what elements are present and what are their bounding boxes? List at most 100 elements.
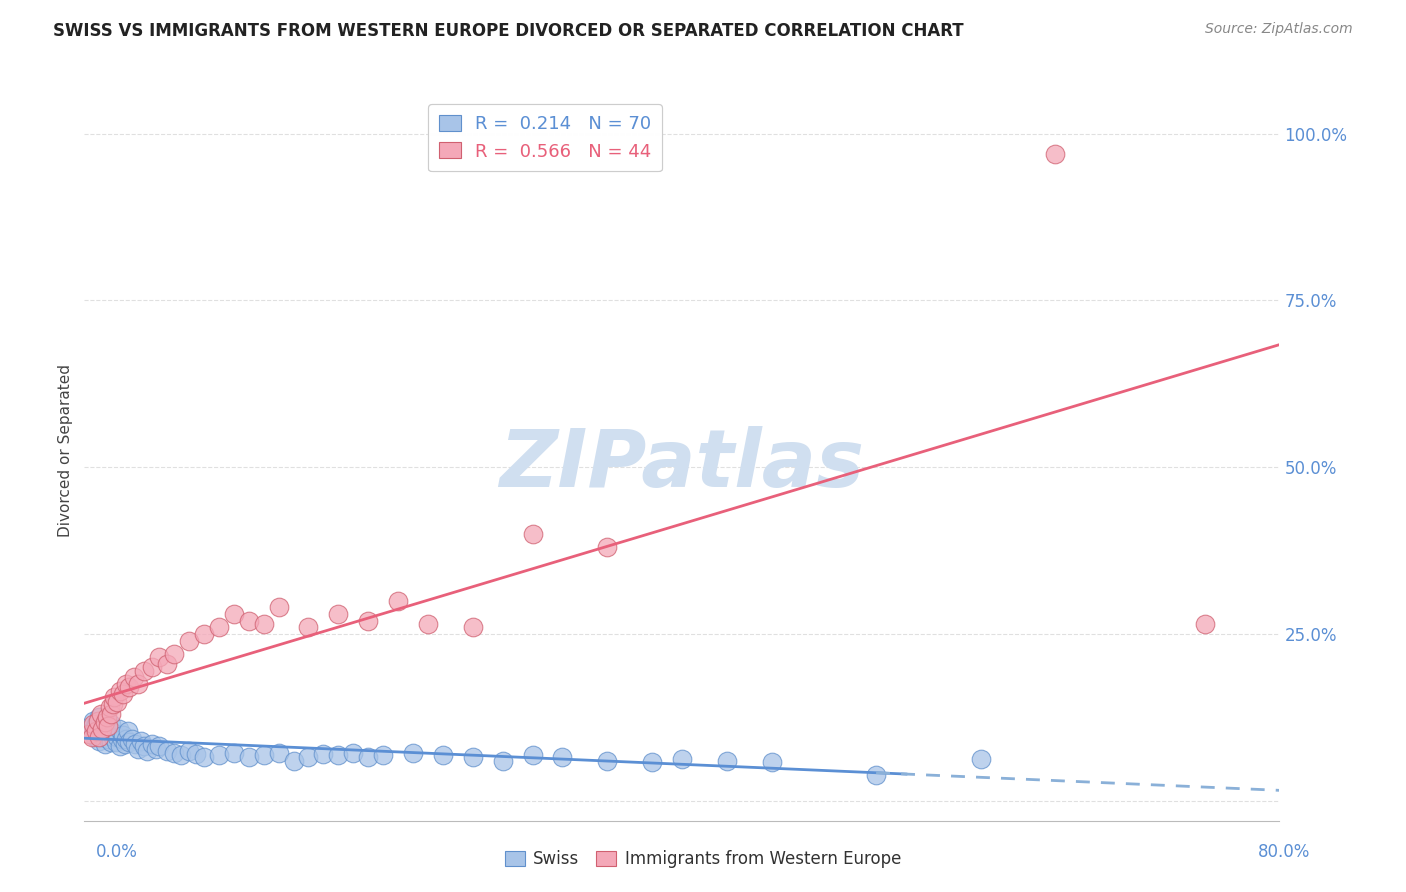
Point bbox=[222, 607, 245, 621]
Point bbox=[94, 737, 117, 751]
Point bbox=[297, 750, 319, 764]
Point bbox=[89, 710, 111, 724]
Point bbox=[136, 743, 159, 757]
Point bbox=[328, 607, 350, 621]
Point bbox=[110, 739, 132, 753]
Text: ZIPatlas: ZIPatlas bbox=[499, 426, 865, 504]
Point bbox=[127, 741, 149, 756]
Point bbox=[96, 714, 118, 729]
Point bbox=[177, 633, 200, 648]
Point bbox=[101, 697, 124, 711]
Point bbox=[1194, 616, 1216, 631]
Point bbox=[141, 660, 163, 674]
Point bbox=[163, 647, 186, 661]
Point bbox=[208, 748, 231, 763]
Y-axis label: Divorced or Separated: Divorced or Separated bbox=[58, 364, 73, 537]
Point bbox=[121, 732, 143, 747]
Point bbox=[129, 733, 152, 747]
Point bbox=[86, 723, 108, 738]
Point bbox=[89, 733, 111, 747]
Point bbox=[193, 750, 215, 764]
Point bbox=[402, 746, 425, 760]
Text: 80.0%: 80.0% bbox=[1258, 843, 1310, 861]
Point bbox=[177, 743, 200, 757]
Point bbox=[98, 700, 121, 714]
Point bbox=[80, 723, 103, 738]
Point bbox=[141, 737, 163, 751]
Point bbox=[461, 750, 484, 764]
Point bbox=[90, 722, 112, 736]
Point bbox=[148, 650, 170, 665]
Point bbox=[238, 614, 260, 628]
Point bbox=[96, 710, 118, 724]
Point bbox=[80, 731, 103, 745]
Point bbox=[77, 720, 100, 734]
Point bbox=[132, 664, 156, 678]
Point bbox=[112, 687, 135, 701]
Point bbox=[1045, 146, 1067, 161]
Point bbox=[132, 739, 156, 753]
Point bbox=[253, 616, 276, 631]
Point bbox=[100, 706, 122, 721]
Point bbox=[89, 731, 111, 745]
Point bbox=[98, 723, 121, 738]
Point bbox=[117, 723, 139, 738]
Point bbox=[87, 714, 110, 728]
Point bbox=[112, 728, 135, 742]
Point bbox=[145, 741, 167, 756]
Point bbox=[91, 722, 114, 736]
Point bbox=[90, 706, 112, 721]
Point bbox=[114, 737, 136, 751]
Legend: Swiss, Immigrants from Western Europe: Swiss, Immigrants from Western Europe bbox=[498, 844, 908, 875]
Point bbox=[115, 677, 138, 691]
Point bbox=[111, 732, 134, 747]
Text: Source: ZipAtlas.com: Source: ZipAtlas.com bbox=[1205, 22, 1353, 37]
Point bbox=[357, 614, 380, 628]
Point bbox=[77, 727, 100, 741]
Point bbox=[83, 731, 105, 745]
Point bbox=[94, 714, 117, 729]
Point bbox=[328, 748, 350, 763]
Point bbox=[671, 752, 693, 766]
Point bbox=[208, 620, 231, 634]
Point bbox=[101, 731, 124, 745]
Point bbox=[103, 725, 125, 739]
Point bbox=[238, 750, 260, 764]
Point bbox=[105, 730, 128, 744]
Point bbox=[82, 714, 104, 728]
Point bbox=[253, 748, 276, 763]
Point bbox=[357, 750, 380, 764]
Point bbox=[97, 732, 120, 747]
Point bbox=[155, 657, 177, 671]
Point bbox=[124, 737, 146, 751]
Point bbox=[596, 540, 619, 554]
Point bbox=[865, 768, 887, 782]
Point bbox=[86, 717, 108, 731]
Point bbox=[193, 627, 215, 641]
Text: SWISS VS IMMIGRANTS FROM WESTERN EUROPE DIVORCED OR SEPARATED CORRELATION CHART: SWISS VS IMMIGRANTS FROM WESTERN EUROPE … bbox=[53, 22, 965, 40]
Point bbox=[492, 754, 515, 768]
Point bbox=[387, 593, 409, 607]
Point bbox=[186, 747, 208, 761]
Point bbox=[104, 735, 127, 749]
Point bbox=[641, 755, 664, 769]
Point bbox=[91, 731, 114, 745]
Point bbox=[416, 616, 439, 631]
Point bbox=[148, 739, 170, 753]
Point bbox=[115, 732, 138, 747]
Point bbox=[110, 683, 132, 698]
Point bbox=[267, 746, 290, 760]
Point bbox=[432, 748, 454, 763]
Point bbox=[970, 752, 993, 766]
Point bbox=[100, 735, 122, 749]
Point bbox=[93, 719, 115, 733]
Point bbox=[342, 746, 364, 760]
Legend: R =  0.214   N = 70, R =  0.566   N = 44: R = 0.214 N = 70, R = 0.566 N = 44 bbox=[427, 104, 662, 171]
Point bbox=[222, 746, 245, 760]
Point bbox=[155, 743, 177, 757]
Point bbox=[522, 526, 544, 541]
Point bbox=[87, 727, 110, 741]
Point bbox=[761, 755, 783, 769]
Point bbox=[312, 747, 335, 761]
Point bbox=[716, 754, 738, 768]
